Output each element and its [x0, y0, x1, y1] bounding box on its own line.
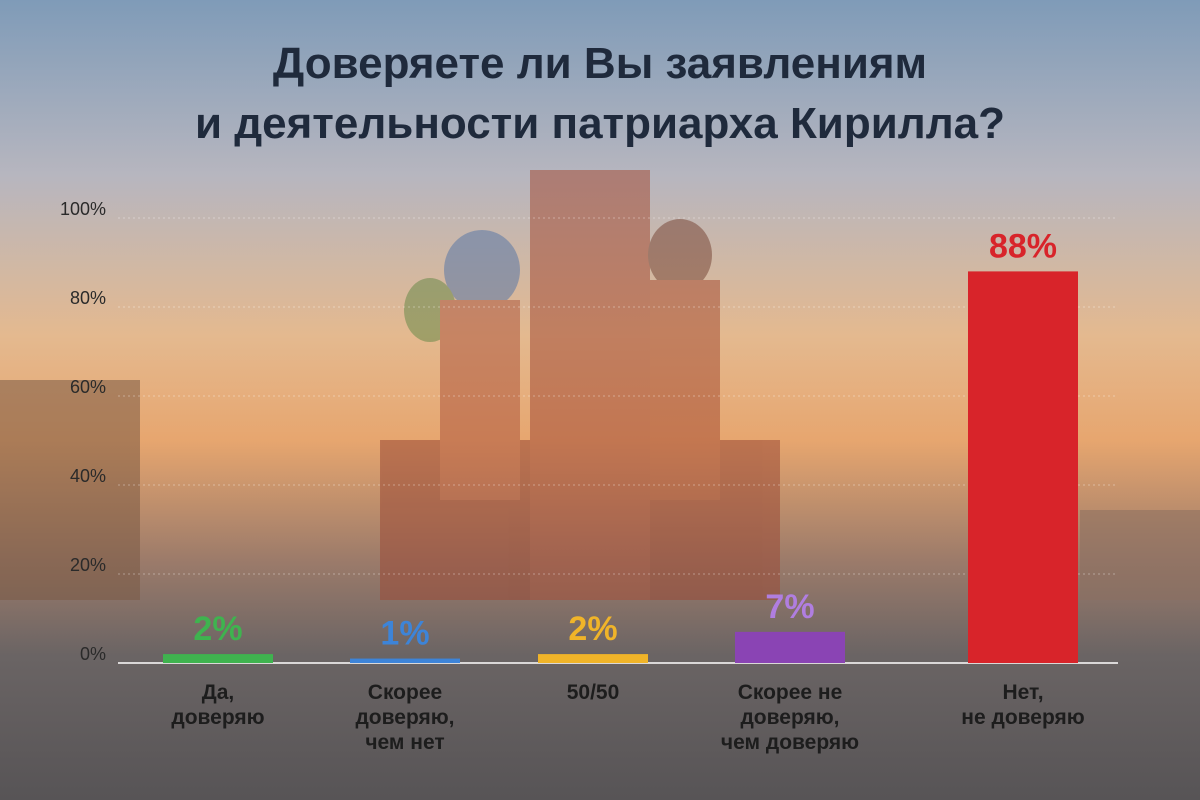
- y-tick-label: 100%: [60, 199, 106, 219]
- y-tick-label: 40%: [70, 466, 106, 486]
- bar: [538, 654, 648, 663]
- value-label: 2%: [568, 610, 617, 648]
- value-label: 2%: [193, 610, 242, 648]
- bar: [350, 658, 460, 663]
- chart-title: и деятельности патриарха Кирилла?: [195, 99, 1005, 148]
- background-scene: [0, 170, 1200, 600]
- x-tick-label: Скорее не доверяю, чем доверяю: [720, 681, 860, 754]
- x-tick-label: Да, доверяю: [171, 681, 265, 729]
- bar: [163, 654, 273, 663]
- y-tick-label: 0%: [80, 644, 106, 664]
- x-tick-label: 50/50: [566, 681, 620, 704]
- value-label: 1%: [380, 615, 429, 653]
- y-tick-label: 20%: [70, 555, 106, 575]
- x-tick-label: Скорее доверяю, чем нет: [355, 681, 455, 754]
- bar: [735, 631, 845, 663]
- value-label: 88%: [989, 227, 1057, 265]
- bar: [968, 271, 1078, 663]
- y-tick-label: 60%: [70, 377, 106, 397]
- chart-title: Доверяете ли Вы заявлениям: [273, 39, 927, 88]
- x-tick-label: Нет, не доверяю: [961, 681, 1085, 729]
- value-label: 7%: [765, 588, 814, 626]
- y-tick-label: 80%: [70, 288, 106, 308]
